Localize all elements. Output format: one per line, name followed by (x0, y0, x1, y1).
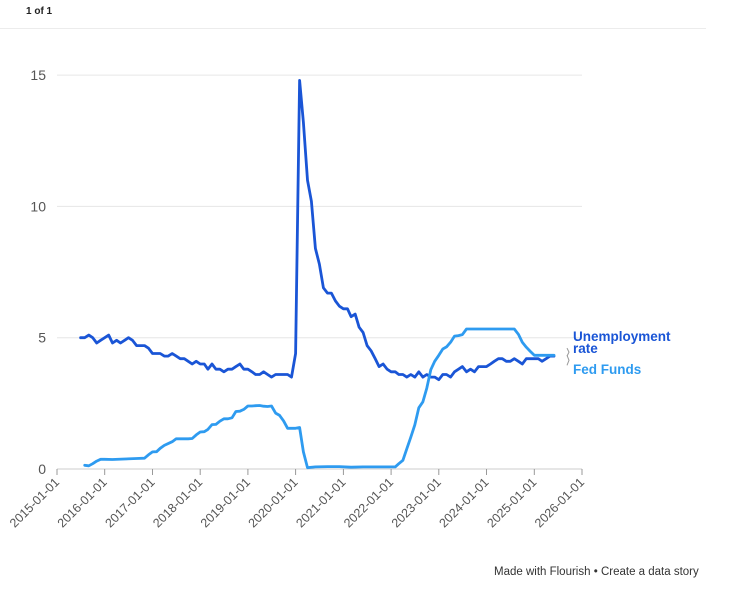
unemployment-label-connector (566, 347, 570, 357)
y-tick-label: 0 (38, 461, 46, 477)
unemployment-rate-label: Unemployment (573, 329, 671, 344)
page-counter: 1 of 1 (26, 6, 53, 17)
x-axis: 2015-01-012016-01-012017-01-012018-01-01… (7, 469, 587, 530)
x-tick-label: 2017-01-01 (103, 475, 158, 530)
gridlines (57, 74, 582, 470)
x-tick-label: 2022-01-01 (341, 475, 396, 530)
y-axis: 0 5 10 15 (30, 67, 46, 477)
header-divider (0, 28, 706, 29)
x-tick-label: 2023-01-01 (389, 475, 444, 530)
x-tick-label: 2025-01-01 (484, 475, 539, 530)
unemployment-rate-label: rate (573, 341, 598, 356)
made-with-flourish-link[interactable]: Made with Flourish (494, 566, 591, 578)
y-tick-label: 15 (30, 67, 46, 83)
x-tick-label: 2021-01-01 (293, 475, 348, 530)
x-tick-label: 2018-01-01 (150, 475, 205, 530)
y-tick-label: 5 (38, 330, 46, 346)
fed-funds-label-connector (566, 355, 570, 366)
series-lines (79, 79, 556, 470)
fed-funds-line (83, 327, 556, 470)
y-tick-label: 10 (30, 198, 46, 214)
attribution: Made with Flourish • Create a data story (494, 566, 699, 578)
footer-separator: • (593, 566, 598, 578)
x-tick-label: 2016-01-01 (55, 475, 110, 530)
fed-funds-label: Fed Funds (573, 362, 641, 377)
x-tick-label: 2026-01-01 (532, 475, 587, 530)
x-tick-label: 2024-01-01 (436, 475, 491, 530)
create-data-story-link[interactable]: Create a data story (600, 566, 699, 578)
x-tick-label: 2019-01-01 (198, 475, 253, 530)
x-tick-label: 2015-01-01 (7, 475, 62, 530)
unemployment-rate-line (79, 79, 556, 382)
x-tick-label: 2020-01-01 (246, 475, 301, 530)
